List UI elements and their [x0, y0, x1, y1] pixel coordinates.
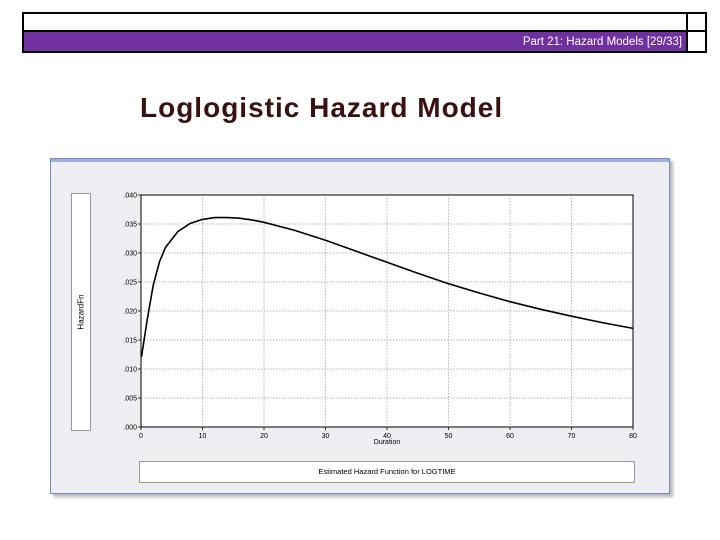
y-tick-label: .010 — [123, 367, 137, 374]
y-tick-label: .035 — [123, 222, 137, 229]
y-tick-label: .040 — [123, 193, 137, 200]
data-point — [570, 315, 573, 317]
data-point — [238, 217, 240, 219]
y-tick-label: .020 — [123, 309, 137, 316]
x-tick-label: 60 — [506, 433, 514, 440]
data-point — [201, 218, 204, 220]
data-point — [146, 319, 148, 321]
hazard-chart: 0 10 20 30 40 50 60 70 80 .000 .005 .010 .015 .020 .02… — [123, 193, 637, 447]
data-point — [177, 230, 179, 233]
x-tick-label: 10 — [199, 433, 207, 440]
data-point — [324, 239, 327, 241]
data-point — [152, 284, 154, 286]
data-point — [509, 301, 511, 303]
data-point — [251, 219, 253, 221]
data-point — [226, 217, 228, 219]
slide-title: Loglogistic Hazard Model — [140, 92, 504, 123]
header-corner-box — [688, 12, 707, 53]
chart-panel: HazardFn 0 10 20 30 40 50 60 70 80 .000 .005 .010 .0… — [50, 158, 670, 494]
header-band: Part 21: Hazard Models [29/33] — [24, 32, 686, 51]
data-point — [540, 308, 542, 310]
y-tick-label: .000 — [123, 425, 137, 432]
header-title: Part 21: Hazard Models [29/33] — [522, 36, 682, 48]
x-tick-label: 70 — [568, 433, 576, 440]
data-point — [294, 229, 296, 231]
data-point — [632, 327, 634, 329]
x-tick-label: 20 — [260, 433, 268, 440]
y-tick-label: .025 — [123, 280, 137, 287]
data-point — [141, 355, 143, 357]
data-point — [189, 222, 191, 225]
data-point — [417, 272, 419, 274]
x-tick-label: 50 — [445, 433, 453, 440]
data-point — [386, 261, 388, 263]
data-point — [355, 250, 357, 252]
chart-caption: Estimated Hazard Function for LOGTIME — [318, 467, 456, 476]
y-axis-label-box: HazardFn — [71, 193, 91, 431]
x-tick-label: 30 — [322, 433, 330, 440]
data-point — [601, 322, 603, 324]
data-point — [447, 283, 450, 285]
data-point — [478, 292, 480, 294]
x-tick-label: 40 — [383, 433, 391, 440]
y-tick-label: .030 — [123, 251, 137, 258]
corner-divider — [688, 30, 705, 32]
chart-panel-top-border — [51, 159, 669, 162]
data-point — [165, 246, 167, 248]
y-tick-label: .015 — [123, 338, 137, 345]
header-bar: Part 21: Hazard Models [29/33] — [22, 12, 688, 53]
x-tick-label: 0 — [139, 433, 143, 440]
x-axis-title: Duration — [374, 439, 401, 446]
header-divider — [24, 30, 686, 32]
header-top-band — [24, 14, 686, 30]
data-point — [158, 261, 161, 263]
x-tick-label: 80 — [629, 433, 637, 440]
chart-caption-box: Estimated Hazard Function for LOGTIME — [139, 461, 635, 483]
data-point — [263, 221, 265, 223]
y-tick-label: .005 — [123, 396, 137, 403]
data-point — [214, 217, 216, 219]
